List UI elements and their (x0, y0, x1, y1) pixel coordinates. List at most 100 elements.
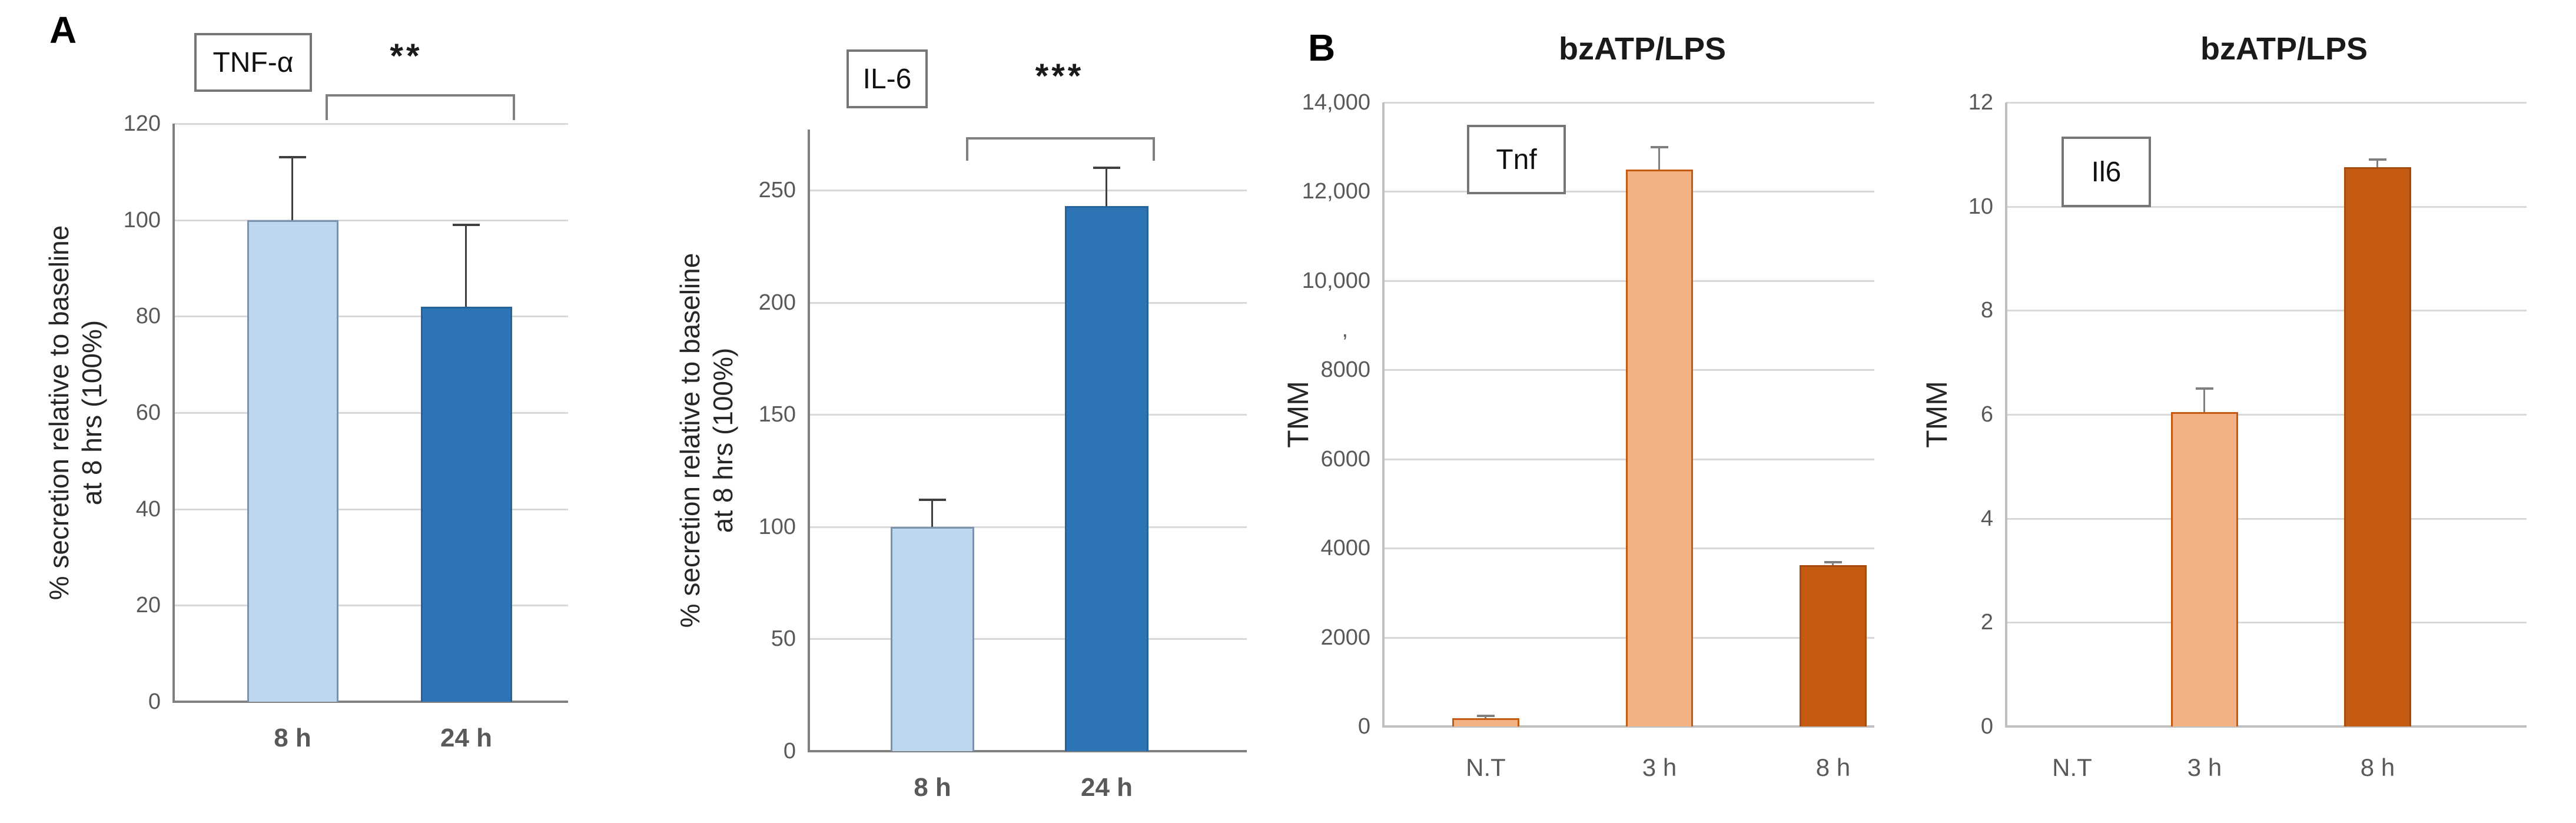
bar (1452, 718, 1519, 726)
gene-label-box: Tnf (1467, 125, 1566, 194)
panel-b-label: B (1308, 26, 1336, 69)
y-axis-line (1382, 102, 1385, 728)
error-bar (2376, 160, 2378, 168)
significance-bracket (326, 94, 515, 97)
y-tick-label: 120 (123, 111, 161, 136)
bar (891, 526, 974, 751)
gridline (174, 316, 568, 318)
x-category-label: 8 h (914, 773, 951, 802)
error-bar (1658, 147, 1660, 170)
error-bar-cap (919, 499, 946, 502)
error-bar-cap (1477, 714, 1495, 717)
y-axis-line (808, 130, 810, 752)
y-tick-label: 20 (135, 593, 161, 618)
x-category-label: 3 h (1642, 754, 1677, 781)
y-tick-label: 2000 (1320, 625, 1370, 650)
y-tick-label: 4 (1980, 506, 1993, 531)
y-tick-label: 0 (783, 739, 796, 764)
error-bar (1485, 715, 1486, 719)
gridline (809, 638, 1247, 641)
y-tick-label: 14,000 (1302, 90, 1370, 115)
gridline (2006, 102, 2527, 104)
error-bar (1106, 167, 1107, 206)
bar (2344, 167, 2411, 726)
y-tick-label: 150 (758, 402, 796, 427)
gridline (174, 219, 568, 221)
error-bar-cap (279, 156, 306, 159)
y-tick-label: 0 (1357, 714, 1370, 739)
error-bar-cap (2196, 387, 2213, 390)
error-bar (291, 157, 293, 220)
panel-a-label: A (49, 9, 77, 51)
y-tick-label: 50 (771, 626, 796, 652)
gene-label-box: TNF-α (194, 33, 312, 92)
y-axis-line (2005, 102, 2007, 728)
y-axis-line (172, 124, 175, 703)
gene-label-box: IL-6 (847, 49, 928, 108)
error-bar-cap (1093, 166, 1120, 169)
error-bar-cap (1824, 560, 1842, 563)
significance-bracket-end-left (966, 137, 968, 161)
y-axis-label-line: at 8 hrs (100%) (708, 347, 738, 533)
stray-comma-artifact: , (1342, 317, 1348, 343)
y-tick-label: 60 (135, 400, 161, 425)
y-tick-label: 2 (1980, 610, 1993, 635)
y-tick-label: 6000 (1320, 446, 1370, 472)
x-axis-line (174, 701, 568, 703)
gridline (2006, 310, 2527, 312)
gridline (174, 412, 568, 414)
bar (2171, 412, 2238, 726)
error-bar-cap (1651, 145, 1668, 148)
gene-label-box: Il6 (2062, 137, 2151, 207)
significance-bracket-end-left (326, 94, 328, 120)
chart-title: bzATP/LPS (1558, 31, 1726, 67)
y-axis-label-line: % secretion relative to baseline (674, 253, 705, 628)
x-category-label: N.T (1466, 754, 1506, 781)
gridline (174, 123, 568, 125)
error-bar (931, 500, 933, 527)
gridline (2006, 205, 2527, 208)
significance-stars: *** (1035, 57, 1084, 95)
x-axis-line (2006, 725, 2527, 728)
gridline (809, 301, 1247, 304)
y-tick-label: 80 (135, 304, 161, 329)
error-bar (465, 224, 467, 307)
gridline (809, 526, 1247, 528)
error-bar-cap (2369, 158, 2386, 161)
error-bar (2203, 388, 2205, 412)
error-bar (1832, 562, 1834, 565)
x-category-label: 3 h (2187, 754, 2222, 781)
gridline (809, 414, 1247, 416)
y-tick-label: 0 (148, 689, 161, 714)
error-bar-cap (453, 223, 480, 226)
y-axis-label: TMM (1227, 61, 1369, 768)
x-category-label: 24 h (440, 724, 493, 752)
x-category-label: N.T (2052, 754, 2092, 781)
y-tick-label: 100 (758, 514, 796, 539)
x-category-label: 24 h (1080, 773, 1133, 802)
significance-bracket (966, 137, 1155, 140)
significance-bracket-end-right (513, 94, 515, 120)
y-axis-label-line: TMM (1281, 381, 1314, 448)
y-tick-label: 8000 (1320, 357, 1370, 383)
y-tick-label: 8 (1980, 298, 1993, 323)
y-tick-label: 4000 (1320, 536, 1370, 561)
y-tick-label: 12 (1968, 90, 1993, 115)
significance-stars: ** (390, 37, 423, 75)
gridline (1383, 102, 1874, 104)
x-axis-line (1383, 725, 1874, 728)
x-axis-line (809, 750, 1247, 752)
gridline (2006, 622, 2527, 624)
x-category-label: 8 h (274, 724, 311, 752)
y-axis-label-line: % secretion relative to baseline (43, 225, 74, 600)
gridline (809, 189, 1247, 191)
gridline (2006, 414, 2527, 416)
y-tick-label: 6 (1980, 402, 1993, 427)
gridline (174, 605, 568, 607)
y-tick-label: 200 (758, 290, 796, 315)
y-tick-label: 40 (135, 496, 161, 522)
significance-bracket-end-right (1153, 137, 1155, 161)
y-tick-label: 250 (758, 177, 796, 203)
